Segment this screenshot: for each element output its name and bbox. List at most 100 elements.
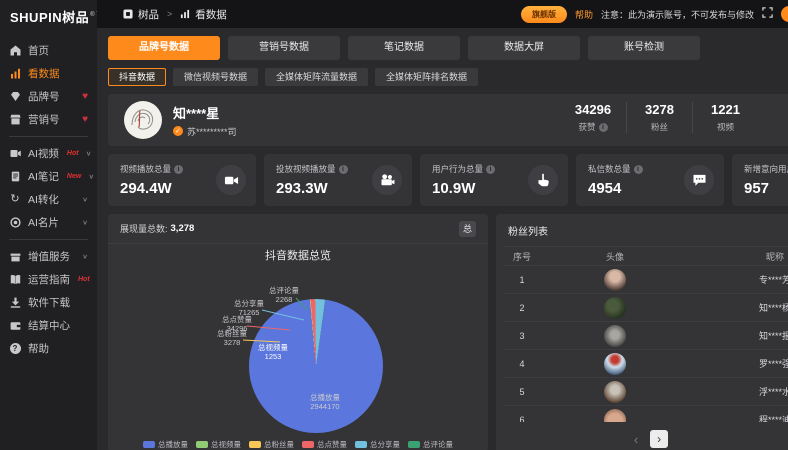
fan-nickname: 程****迪 xyxy=(758,415,788,422)
legend-item-总粉丝量[interactable]: 总粉丝量 xyxy=(249,439,294,450)
video-camera-icon xyxy=(216,165,246,195)
table-row-5[interactable]: 5 浮****水 xyxy=(504,378,788,406)
fan-index: 6 xyxy=(519,414,525,423)
pie-label-value: 2268 xyxy=(275,295,293,305)
legend-label: 总播放量 xyxy=(158,439,188,449)
pie-circle[interactable] xyxy=(249,299,383,433)
pie-label-总视频量: 总视频量 1253 xyxy=(258,343,288,362)
stat-card-label: 投放视频播放量 i xyxy=(276,163,400,175)
legend-item-总评论量[interactable]: 总评论量 xyxy=(408,439,453,450)
film-camera-icon xyxy=(372,165,402,195)
fan-avatar xyxy=(604,268,626,291)
fans-panel: 粉丝列表 序号 头像 昵称 1 专****芳 2 知****杨 3 知****报 4 罗****强 5… xyxy=(496,214,788,450)
table-row-1[interactable]: 1 专****芳 xyxy=(504,266,788,294)
fan-nickname: 浮****水 xyxy=(758,387,788,397)
table-row-4[interactable]: 4 罗****强 xyxy=(504,350,788,378)
account-stat-label: 获赞 i xyxy=(560,121,626,133)
chevron-down-icon: ∨ xyxy=(85,149,92,158)
fan-avatar-cell xyxy=(540,268,690,291)
total-badge-button[interactable]: 总 xyxy=(459,220,476,237)
menu-divider xyxy=(9,239,88,240)
sidebar-item-label: AI转化 xyxy=(28,194,59,206)
legend-swatch xyxy=(408,440,420,448)
sidebar-item-3[interactable]: 品牌号 ♥ xyxy=(0,85,97,108)
prev-page-button[interactable]: ‹ xyxy=(633,431,639,447)
help-link[interactable]: 帮助 xyxy=(574,9,593,20)
info-icon[interactable]: i xyxy=(486,164,496,174)
fan-avatar-cell xyxy=(540,408,690,422)
sidebar-item-4[interactable]: 营销号 ♥ xyxy=(0,108,97,131)
pie-label-name: 总视频量 xyxy=(258,343,288,352)
tab-2[interactable]: 营销号数据 xyxy=(228,36,340,60)
info-icon[interactable]: i xyxy=(338,164,348,174)
hot-tag: Hot xyxy=(66,150,79,157)
subtab-4[interactable]: 全媒体矩阵排名数据 xyxy=(375,68,479,86)
chart-title: 抖音数据总览 xyxy=(265,250,331,262)
sidebar-item-8[interactable]: AI名片 ∨ xyxy=(0,211,97,234)
user-avatar[interactable] xyxy=(781,6,788,22)
subtab-2[interactable]: 微信视频号数据 xyxy=(173,68,259,86)
logo-text: SHUPIN树品 xyxy=(10,10,90,25)
pie-label-value: 34296 xyxy=(226,324,248,334)
sidebar-item-label: 首页 xyxy=(28,45,49,57)
stat-card-label: 用户行为总量 i xyxy=(432,163,556,175)
breadcrumb-current[interactable]: 看数据 xyxy=(195,8,227,21)
sidebar-item-12[interactable]: 结算中心 xyxy=(0,314,97,337)
sidebar-item-label: AI视频 xyxy=(28,148,59,160)
sidebar-item-13[interactable]: ? 帮助 xyxy=(0,337,97,360)
fans-table: 序号 头像 昵称 1 专****芳 2 知****杨 3 知****报 4 罗****强 5 浮****… xyxy=(504,246,788,422)
legend-item-总视频量[interactable]: 总视频量 xyxy=(196,439,241,450)
content: 品牌号数据 营销号数据 笔记数据 数据大屏 账号检测 抖音数据 微信视频号数据 全媒体矩阵流… xyxy=(97,28,788,450)
sidebar-item-1[interactable]: 首页 xyxy=(0,39,97,62)
table-row-3[interactable]: 3 知****报 xyxy=(504,322,788,350)
account-stat-value: 1221 xyxy=(711,102,740,117)
version-badge-button[interactable]: 旗舰版 xyxy=(520,5,567,23)
sidebar-item-6[interactable]: AI笔记 New ∨ xyxy=(0,165,97,188)
stat-card-label: 私信数总量 i xyxy=(588,163,712,175)
sidebar-item-9[interactable]: 增值服务 ∨ xyxy=(0,245,97,268)
legend-item-总播放量[interactable]: 总播放量 xyxy=(143,439,188,450)
video-icon xyxy=(9,148,21,160)
info-icon[interactable]: i xyxy=(174,164,184,174)
sidebar-item-7[interactable]: ↻ AI转化 ∨ xyxy=(0,188,97,211)
tab-5[interactable]: 账号检测 xyxy=(588,36,700,60)
fans-table-header: 序号 头像 昵称 xyxy=(504,246,788,266)
chart-legend: 总播放量 总视频量 总粉丝量 总点赞量 总分享量 总评论量 xyxy=(108,436,488,450)
demo-notice: 注意：此为演示账号，不可发布与修改 xyxy=(600,9,754,20)
legend-item-总分享量[interactable]: 总分享量 xyxy=(355,439,400,450)
fan-avatar xyxy=(604,380,626,403)
breadcrumb-home[interactable]: 树品 xyxy=(138,8,159,21)
fullscreen-icon[interactable] xyxy=(762,5,773,23)
shop-icon xyxy=(9,114,21,126)
next-page-button[interactable]: › xyxy=(650,430,669,448)
sidebar-item-2[interactable]: 看数据 xyxy=(0,62,97,85)
panels-row: 展现量总数: 3,278 总 抖音数据总览 总评论量 2268 总分享量 71265 总… xyxy=(108,214,788,450)
sidebar-item-5[interactable]: AI视频 Hot ∨ xyxy=(0,142,97,165)
legend-label: 总视频量 xyxy=(211,439,241,449)
chat-bubble-icon xyxy=(684,165,714,195)
tab-3[interactable]: 笔记数据 xyxy=(348,36,460,60)
tab-bar: 品牌号数据 营销号数据 笔记数据 数据大屏 账号检测 xyxy=(108,36,788,60)
table-row-6[interactable]: 6 程****迪 xyxy=(504,406,788,422)
fan-nickname: 知****报 xyxy=(758,331,788,341)
total-display-label: 展现量总数: xyxy=(120,224,168,234)
table-row-2[interactable]: 2 知****杨 xyxy=(504,294,788,322)
sidebar-item-label: AI名片 xyxy=(28,217,59,229)
stat-card-row: 视频播放总量 i 294.4W 投放视频播放量 i 293.3W 用户行为总量 i 10.9W 私… xyxy=(108,154,788,206)
sidebar-item-11[interactable]: 软件下载 xyxy=(0,291,97,314)
info-icon[interactable]: i xyxy=(598,122,608,132)
info-icon[interactable]: i xyxy=(633,164,643,174)
pie-label-value: 2944170 xyxy=(310,402,340,412)
pie-label-name: 总播放量 xyxy=(310,393,340,402)
legend-label: 总分享量 xyxy=(370,439,400,449)
fan-avatar-cell xyxy=(540,324,690,347)
subtab-3[interactable]: 全媒体矩阵流量数据 xyxy=(265,68,369,86)
tab-4[interactable]: 数据大屏 xyxy=(468,36,580,60)
gift-icon xyxy=(9,251,21,263)
legend-item-总点赞量[interactable]: 总点赞量 xyxy=(302,439,347,450)
subtab-1[interactable]: 抖音数据 xyxy=(108,68,167,86)
tab-1[interactable]: 品牌号数据 xyxy=(108,36,220,60)
stat-card-2: 投放视频播放量 i 293.3W xyxy=(264,154,412,206)
topbar: 树品 > 看数据 旗舰版 帮助 注意：此为演示账号，不可发布与修改 xyxy=(97,0,788,28)
